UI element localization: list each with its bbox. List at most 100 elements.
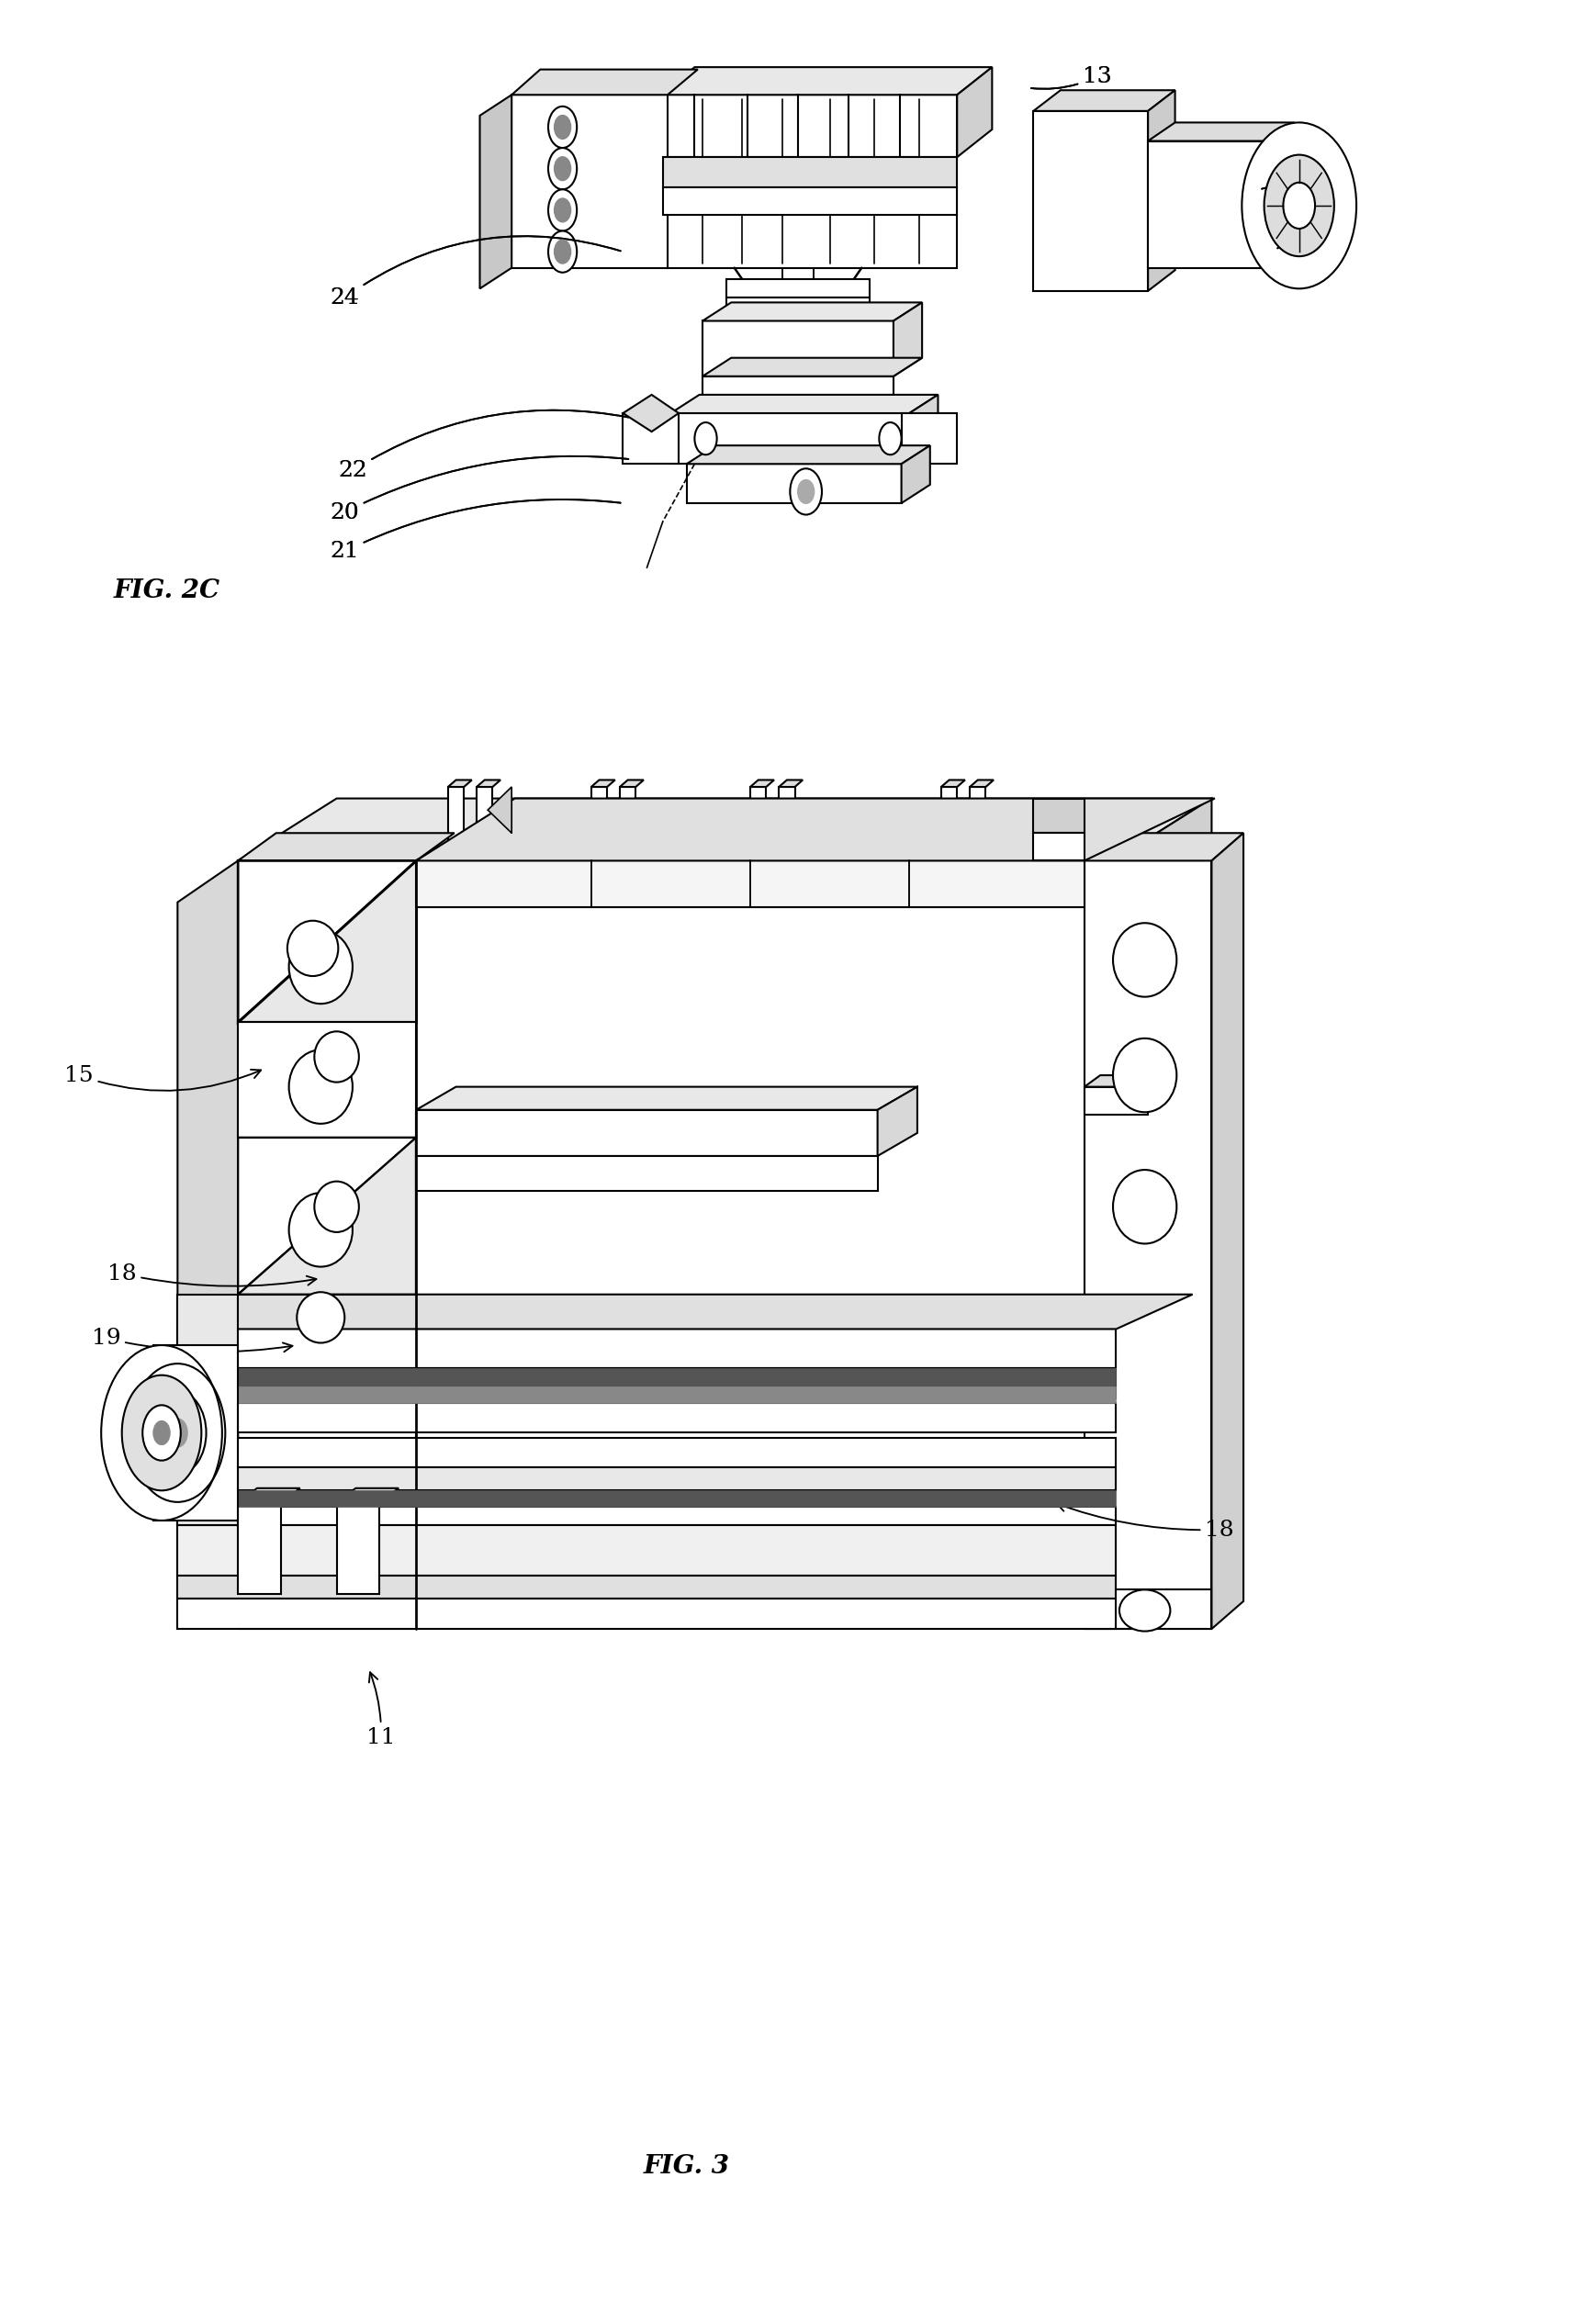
Polygon shape: [177, 1600, 1116, 1630]
Circle shape: [1264, 155, 1334, 257]
Circle shape: [694, 423, 717, 455]
Polygon shape: [942, 779, 966, 786]
Text: 13: 13: [1031, 65, 1111, 88]
Polygon shape: [238, 860, 1112, 906]
Ellipse shape: [1119, 1591, 1170, 1632]
Polygon shape: [1084, 832, 1243, 860]
Polygon shape: [779, 779, 803, 786]
Polygon shape: [591, 779, 614, 786]
Text: 20: 20: [330, 455, 629, 523]
Polygon shape: [238, 1503, 281, 1595]
Text: 24: 24: [330, 236, 621, 307]
Ellipse shape: [289, 929, 353, 1003]
Circle shape: [798, 481, 814, 504]
Polygon shape: [662, 157, 958, 187]
Ellipse shape: [287, 920, 338, 976]
Polygon shape: [238, 860, 417, 1572]
Polygon shape: [238, 1572, 417, 1607]
Polygon shape: [177, 1403, 1116, 1433]
Text: 12: 12: [1262, 166, 1321, 190]
Circle shape: [549, 190, 576, 231]
Text: 11: 11: [1277, 222, 1321, 247]
Polygon shape: [1148, 141, 1267, 268]
Polygon shape: [238, 1489, 300, 1503]
Polygon shape: [177, 1468, 1116, 1491]
Text: 18: 18: [107, 1262, 316, 1285]
Circle shape: [549, 106, 576, 148]
Polygon shape: [1034, 832, 1084, 860]
Polygon shape: [417, 1110, 878, 1156]
Polygon shape: [1034, 798, 1084, 832]
Text: 24: 24: [330, 236, 621, 307]
Polygon shape: [1148, 123, 1294, 141]
Polygon shape: [177, 1491, 1116, 1507]
Polygon shape: [512, 69, 697, 95]
Circle shape: [168, 1420, 187, 1447]
Polygon shape: [417, 798, 1215, 860]
Circle shape: [790, 469, 822, 516]
Text: 11: 11: [1277, 222, 1321, 247]
Polygon shape: [750, 786, 766, 860]
Polygon shape: [177, 1295, 1192, 1329]
Polygon shape: [702, 377, 894, 414]
Circle shape: [1283, 183, 1315, 229]
Polygon shape: [942, 786, 958, 860]
Polygon shape: [750, 779, 774, 786]
Polygon shape: [619, 779, 643, 786]
Polygon shape: [177, 1295, 238, 1526]
Polygon shape: [477, 786, 493, 860]
Ellipse shape: [1112, 1038, 1176, 1112]
Polygon shape: [512, 95, 667, 268]
Polygon shape: [238, 1607, 417, 1630]
Polygon shape: [238, 860, 345, 906]
Polygon shape: [238, 798, 1211, 860]
Polygon shape: [177, 1387, 1116, 1403]
Polygon shape: [686, 446, 930, 465]
Polygon shape: [878, 1087, 918, 1156]
Polygon shape: [1112, 798, 1211, 906]
Ellipse shape: [314, 1031, 359, 1082]
Polygon shape: [177, 1507, 1116, 1526]
Text: 12: 12: [1262, 166, 1321, 190]
Circle shape: [554, 199, 570, 222]
Polygon shape: [702, 358, 922, 377]
Text: 20: 20: [330, 455, 629, 523]
Polygon shape: [1084, 1075, 1163, 1087]
Circle shape: [1242, 123, 1357, 289]
Polygon shape: [238, 832, 455, 860]
Text: FIG. 3: FIG. 3: [643, 2155, 729, 2178]
Polygon shape: [177, 1526, 1116, 1577]
Circle shape: [153, 1422, 169, 1445]
Polygon shape: [662, 67, 993, 95]
Polygon shape: [337, 1489, 399, 1503]
Polygon shape: [970, 786, 986, 860]
Polygon shape: [670, 414, 910, 465]
Polygon shape: [686, 465, 902, 504]
Text: 15: 15: [64, 1066, 262, 1091]
Circle shape: [121, 1376, 201, 1491]
Circle shape: [142, 1406, 180, 1461]
Polygon shape: [337, 1503, 380, 1595]
Polygon shape: [1084, 1087, 1148, 1114]
Polygon shape: [1211, 832, 1243, 1630]
Circle shape: [101, 1346, 222, 1521]
Polygon shape: [591, 786, 606, 860]
Polygon shape: [902, 414, 958, 465]
Polygon shape: [670, 395, 938, 414]
Circle shape: [554, 157, 570, 180]
Polygon shape: [726, 298, 870, 317]
Polygon shape: [488, 786, 512, 832]
Polygon shape: [1034, 111, 1148, 291]
Polygon shape: [702, 303, 922, 321]
Polygon shape: [1148, 90, 1175, 291]
Circle shape: [879, 423, 902, 455]
Text: FIG. 2C: FIG. 2C: [113, 578, 220, 603]
Polygon shape: [902, 446, 930, 504]
Polygon shape: [622, 395, 678, 432]
Polygon shape: [177, 1329, 1116, 1369]
Ellipse shape: [1112, 1170, 1176, 1244]
Polygon shape: [448, 786, 464, 860]
Polygon shape: [477, 779, 501, 786]
Polygon shape: [958, 67, 993, 157]
Polygon shape: [779, 786, 795, 860]
